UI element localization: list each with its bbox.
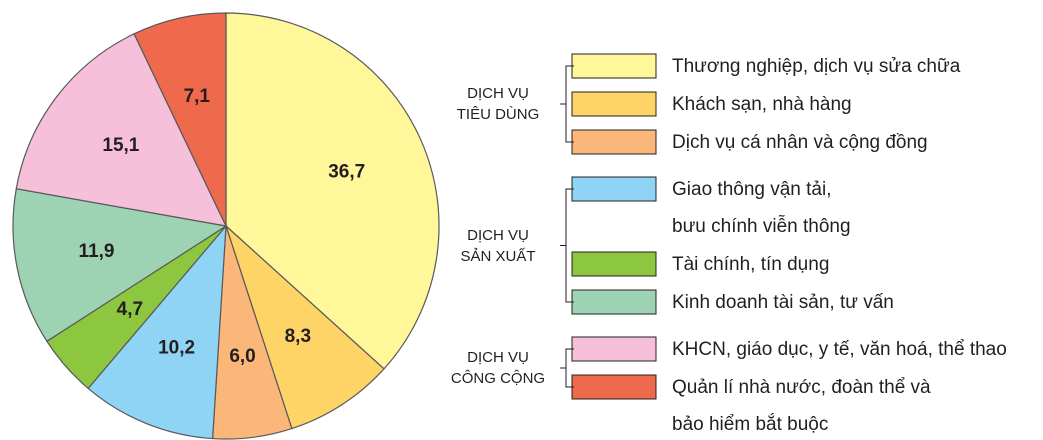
data-label: 10,2 [158,337,195,358]
data-label: 6,0 [229,346,255,367]
group-label: DỊCH VỤ TIÊU DÙNG [456,85,540,123]
pie-slice [133,12,227,227]
data-label: 4,7 [117,299,143,320]
legend-swatch [571,336,657,362]
legend-label: Kinh doanh tài sản, tư vấn [672,292,894,313]
legend-swatch [571,251,657,277]
legend-swatch [571,53,657,79]
pie-slice [12,188,228,343]
legend-swatch [571,91,657,117]
group-label: DỊCH VỤ CÔNG CỘNG [450,349,546,387]
group-label: DỊCH VỤ SẢN XUẤT [460,226,536,265]
data-label: 7,1 [184,86,211,107]
data-label: 15,1 [102,135,139,156]
legend-label: Dịch vụ cá nhân và cộng đồng [672,132,928,153]
pie-slice [87,224,227,440]
pie-slice [224,224,385,430]
data-label: 11,9 [79,241,115,262]
bracket [565,188,574,303]
legend-swatch [571,374,657,400]
legend-label: Khách sạn, nhà hàng [672,94,852,115]
legend-swatch [571,176,657,202]
legend-swatch [571,129,657,155]
legend-label: Tài chính, tín dụng [672,254,830,275]
legend-label: Thương nghiệp, dịch vụ sửa chữa [672,56,961,77]
legend-swatch [571,289,657,315]
pie-slice [225,12,440,370]
pie-slice [15,33,228,227]
legend-label: KHCN, giáo dục, y tế, văn hoá, thể thao [672,339,1007,360]
data-label: 8,3 [285,326,311,347]
legend-label: Quản lí nhà nước, đoàn thể và bảo hiểm b… [672,377,931,435]
data-label: 36,7 [328,161,365,182]
legend-label: Giao thông vận tải, bưu chính viễn thông [672,179,851,237]
